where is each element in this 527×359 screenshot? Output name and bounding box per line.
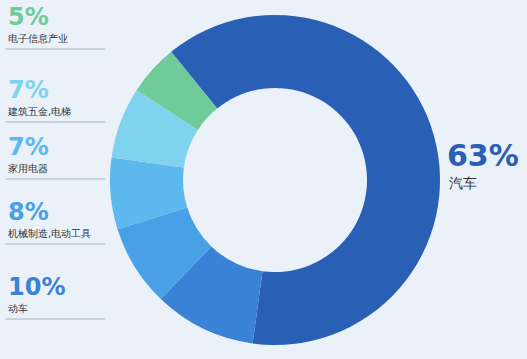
svg-text:7%: 7% (8, 76, 49, 104)
svg-text:10%: 10% (8, 273, 65, 301)
svg-text:机械制造,电动工具: 机械制造,电动工具 (8, 228, 91, 239)
svg-text:8%: 8% (8, 198, 49, 226)
svg-text:动车: 动车 (8, 303, 28, 314)
svg-text:电子信息产业: 电子信息产业 (8, 33, 68, 44)
svg-text:63%: 63% (447, 138, 519, 173)
svg-text:家用电器: 家用电器 (8, 163, 48, 174)
svg-text:7%: 7% (8, 133, 49, 161)
svg-text:汽车: 汽车 (449, 175, 477, 191)
svg-text:建筑五金,电梯: 建筑五金,电梯 (7, 106, 71, 117)
svg-text:5%: 5% (8, 3, 49, 31)
